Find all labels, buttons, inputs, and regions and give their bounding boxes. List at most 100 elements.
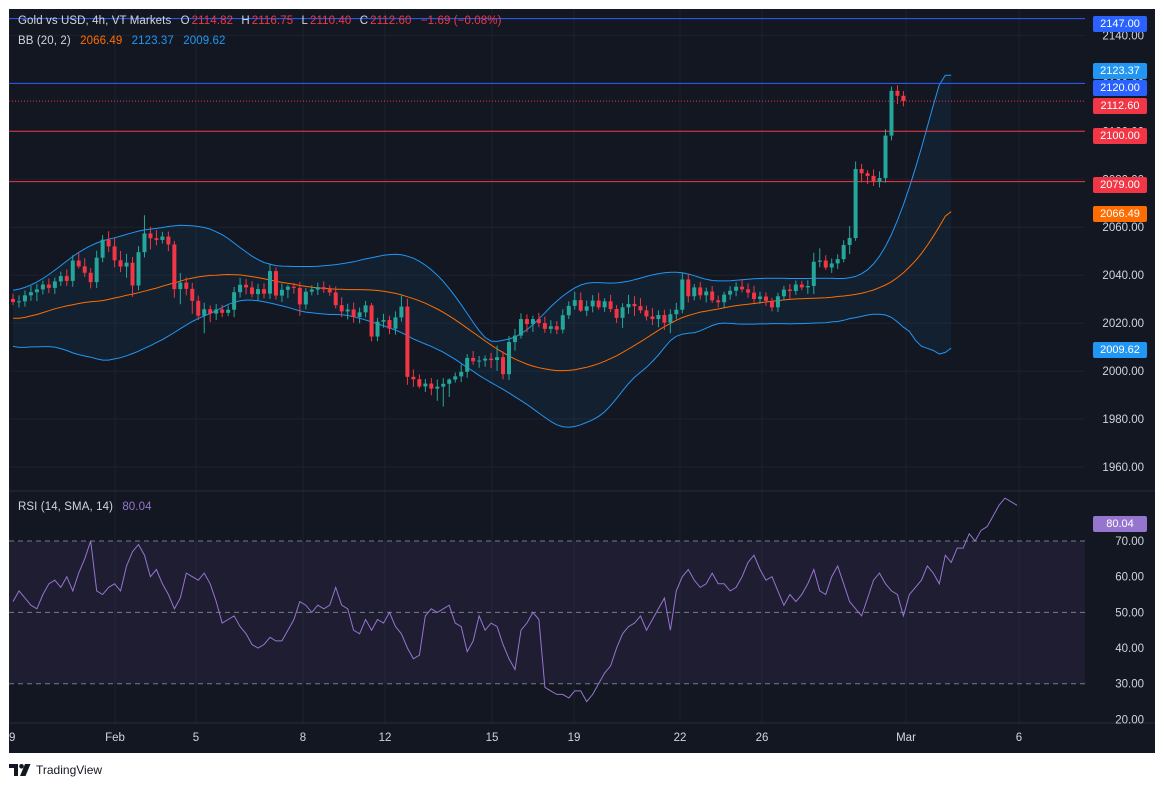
candle-body [536,319,541,324]
candle-body [787,289,792,292]
candle [817,248,822,268]
candle-body [530,319,535,325]
candle [895,85,900,104]
candle [728,286,733,300]
candle [166,231,171,252]
candle [267,263,272,299]
candle-body [728,290,733,295]
candle-body [315,287,320,290]
candle-body [339,305,344,312]
candle [680,273,685,314]
rsi-legend-value: 80.04 [122,501,152,513]
candle [471,350,476,365]
rsi-tick-label: 50.00 [1115,607,1144,619]
low-label: L [301,15,308,27]
candle [465,354,470,378]
candle-body [226,309,231,313]
candle-body [483,358,488,361]
candle-body [393,317,398,329]
candle-body [327,289,332,293]
candle [351,302,356,323]
candle [291,282,296,294]
candle [787,284,792,300]
candle-body [501,357,506,375]
rsi-legend[interactable]: RSI (14, SMA, 14) 80.04 [18,501,154,513]
candle [256,283,261,301]
candle-body [52,281,57,288]
candle [614,305,619,323]
candle-body [650,316,655,320]
candle-body [82,266,87,273]
candle-body [279,289,284,296]
candle-body [674,309,679,315]
bb-legend[interactable]: BB (20, 2) 2066.49 2123.37 2009.62 [18,35,228,47]
candle [662,309,667,330]
candle [572,291,577,310]
candle [142,215,147,258]
candle [554,320,559,335]
tradingview-branding[interactable]: TradingView [9,761,102,779]
candle-body [901,95,906,102]
candle-body [602,301,607,308]
candle-body [387,320,392,329]
candle-body [626,303,631,308]
candle [399,294,404,322]
chart-canvas[interactable]: 29 Feb 5 8 12 15 19 22 26 Mar 6 2140.00 2120.00 2100.… [9,9,1155,753]
price-tick-label: 1980.00 [1102,414,1144,426]
candle-body [16,301,21,303]
candle [16,295,21,308]
candle [823,255,828,270]
chart-frame[interactable]: 29 Feb 5 8 12 15 19 22 26 Mar 6 2140.00 2120.00 2100.… [9,9,1155,753]
candle-body [429,383,434,389]
candle-body [106,239,111,247]
candle-body [889,90,894,136]
candle [507,336,512,380]
candle [566,301,571,320]
candle [524,314,529,333]
candle [106,231,111,252]
candle [769,297,774,312]
candle [172,240,177,298]
candle [674,302,679,320]
candle-body [375,321,380,337]
bb-upper-value: 2123.37 [131,35,174,47]
candle-body [441,383,446,387]
candle-body [214,309,219,314]
candle-body [244,284,249,288]
candle [865,170,870,185]
candle-body [250,287,255,295]
candle-body [423,383,428,387]
price-tag-bb-basis: 2066.49 [1093,206,1147,222]
candle-body [22,295,27,302]
candle-body [465,357,470,372]
candle [644,305,649,321]
candle-body [166,236,171,245]
price-tag-bb-upper: 2123.37 [1093,63,1147,79]
price-tag-rsi: 80.04 [1093,516,1147,532]
candle [297,281,302,316]
candle [46,278,51,294]
candle [118,250,123,273]
candle-body [459,371,464,377]
candle-body [172,244,177,290]
candle-body [883,135,888,179]
candle [489,352,494,368]
candle [363,300,368,318]
candle-body [40,284,45,290]
candle-body [758,296,762,299]
candle [447,378,452,397]
candle-body [477,360,482,362]
candle [94,250,99,288]
candle [781,285,786,301]
price-tick-label: 2140.00 [1102,30,1144,42]
candle [746,283,751,298]
candle-body [11,298,15,303]
candle [758,291,762,304]
bb-basis-value: 2066.49 [80,35,123,47]
candle-body [680,279,685,310]
candles[interactable] [11,85,906,407]
candle-body [34,289,39,293]
candle-body [746,289,751,293]
candle-body [256,289,261,295]
price-tag-bb-lower: 2009.62 [1093,342,1147,358]
